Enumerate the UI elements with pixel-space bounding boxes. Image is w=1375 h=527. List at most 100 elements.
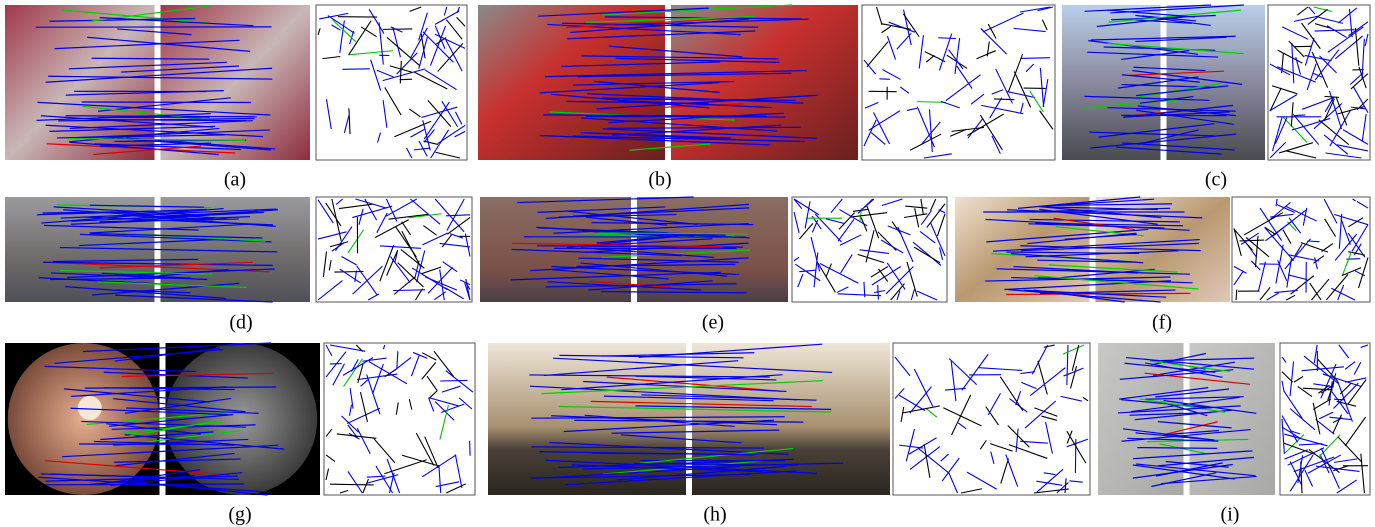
match-line bbox=[1108, 9, 1241, 23]
vector-arrow bbox=[839, 208, 868, 227]
vector-arrow bbox=[444, 287, 464, 300]
vector-arrow bbox=[1313, 398, 1332, 410]
vector-arrow bbox=[368, 9, 385, 34]
match-line bbox=[531, 416, 785, 419]
vector-arrow bbox=[1332, 417, 1343, 424]
vector-arrow bbox=[411, 267, 448, 291]
match-line bbox=[566, 30, 756, 40]
vector-arrow bbox=[1007, 54, 1024, 92]
vector-arrow bbox=[967, 118, 983, 139]
match-line bbox=[1132, 463, 1233, 479]
vector-arrow bbox=[459, 279, 471, 286]
vector-arrow bbox=[1332, 414, 1343, 434]
match-line bbox=[97, 281, 247, 289]
vector-arrow bbox=[1292, 113, 1320, 145]
vector-arrow bbox=[794, 263, 821, 282]
match-line bbox=[588, 280, 713, 291]
vector-arrow bbox=[441, 234, 452, 248]
match-line bbox=[54, 348, 224, 364]
match-line bbox=[93, 145, 202, 156]
vector-arrow bbox=[1291, 43, 1295, 84]
vector-arrow bbox=[440, 403, 465, 413]
panel-caption: (a) bbox=[224, 169, 246, 191]
vector-arrow bbox=[1297, 386, 1313, 398]
vector-arrow bbox=[325, 99, 332, 130]
vector-arrow bbox=[896, 32, 912, 50]
vector-arrow bbox=[1334, 213, 1369, 226]
vector-arrow bbox=[885, 266, 914, 295]
vector-arrow bbox=[396, 351, 399, 370]
match-line bbox=[42, 210, 189, 214]
vector-arrow bbox=[1281, 418, 1285, 454]
vector-arrow bbox=[837, 218, 855, 242]
vector-arrow bbox=[409, 6, 422, 12]
separator bbox=[1089, 197, 1096, 302]
vector-arrow bbox=[1361, 38, 1365, 80]
match-line bbox=[1125, 356, 1255, 370]
match-line bbox=[567, 210, 697, 226]
vector-arrow bbox=[1307, 454, 1342, 474]
vector-arrow bbox=[1306, 63, 1317, 90]
vector-arrow bbox=[970, 93, 985, 105]
match-line bbox=[103, 469, 201, 484]
vector-arrow bbox=[382, 100, 388, 128]
vector-arrow bbox=[1274, 117, 1288, 144]
match-line bbox=[511, 248, 682, 257]
panel-caption: (e) bbox=[702, 312, 724, 334]
match-line bbox=[98, 97, 231, 112]
match-line bbox=[539, 82, 720, 94]
match-line bbox=[1089, 131, 1215, 137]
match-line bbox=[1152, 361, 1235, 377]
panel-caption: (h) bbox=[703, 504, 726, 526]
image-left bbox=[1062, 5, 1161, 160]
vector-arrow bbox=[325, 344, 333, 357]
vector-arrow bbox=[446, 483, 467, 494]
vector-arrow bbox=[1037, 360, 1048, 395]
match-line bbox=[78, 239, 216, 247]
match-line bbox=[1117, 405, 1241, 414]
vector-arrow bbox=[924, 51, 946, 63]
vector-arrow bbox=[923, 444, 931, 478]
vector-arrow bbox=[950, 128, 967, 137]
vector-arrow bbox=[850, 212, 888, 218]
match-line bbox=[118, 210, 257, 220]
vector-arrow bbox=[355, 198, 387, 209]
vector-arrow bbox=[1031, 344, 1049, 375]
vector-arrow bbox=[384, 87, 402, 116]
match-line bbox=[1123, 111, 1230, 118]
vector-arrow bbox=[1361, 114, 1367, 142]
match-line bbox=[531, 473, 751, 479]
match-line bbox=[68, 61, 227, 70]
vector-arrow bbox=[918, 447, 950, 474]
match-line bbox=[547, 281, 702, 291]
match-line bbox=[1090, 35, 1236, 41]
vector-arrow bbox=[427, 266, 453, 294]
vector-arrow bbox=[331, 242, 345, 252]
vector-arrow bbox=[863, 119, 877, 147]
match-line bbox=[54, 39, 240, 50]
vector-arrow bbox=[1020, 102, 1024, 114]
vector-arrow bbox=[1021, 381, 1037, 390]
vector-arrow bbox=[329, 344, 366, 352]
match-line bbox=[1010, 252, 1144, 264]
vector-arrow bbox=[859, 249, 889, 254]
match-line bbox=[550, 93, 710, 109]
vector-arrow bbox=[1272, 209, 1307, 237]
vector-arrow bbox=[331, 24, 341, 31]
vector-arrow bbox=[390, 26, 403, 33]
vector-arrow bbox=[1024, 400, 1057, 429]
match-line bbox=[544, 69, 807, 78]
vector-arrow bbox=[1331, 391, 1349, 415]
match-line bbox=[581, 55, 779, 60]
match-line bbox=[101, 272, 189, 279]
vector-arrow bbox=[1313, 103, 1343, 130]
vector-arrow bbox=[1302, 96, 1335, 110]
vector-arrow bbox=[1289, 361, 1295, 397]
vector-arrow bbox=[870, 132, 886, 145]
vector-arrow bbox=[1233, 270, 1244, 286]
match-line bbox=[602, 128, 817, 139]
vector-arrow bbox=[1274, 289, 1298, 294]
vector-arrow bbox=[1324, 218, 1337, 237]
match-line bbox=[1020, 242, 1199, 252]
vector-arrow bbox=[1036, 480, 1063, 486]
